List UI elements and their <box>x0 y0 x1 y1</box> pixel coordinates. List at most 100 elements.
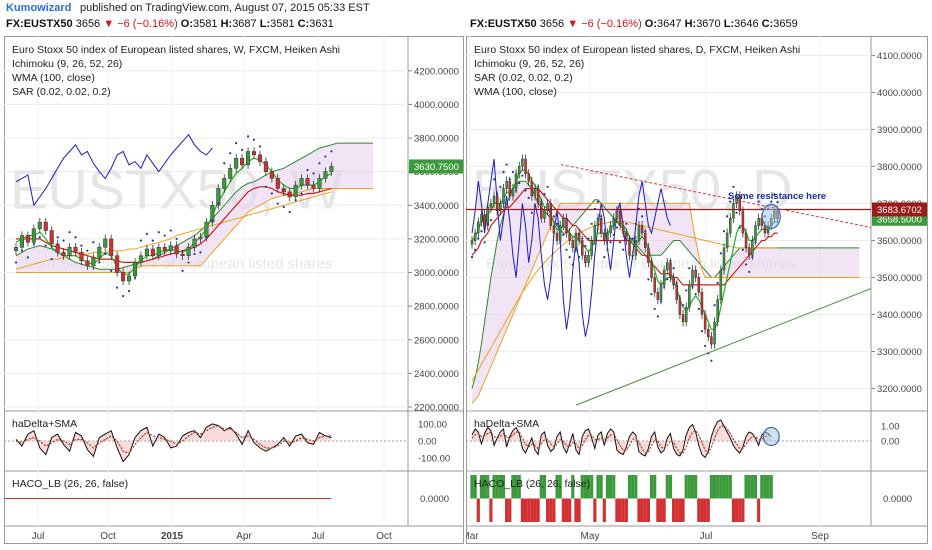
candle-body <box>543 210 546 219</box>
haco-bar <box>712 475 717 499</box>
sar-dot <box>270 192 273 195</box>
candle-body <box>486 206 489 226</box>
candle <box>631 250 634 260</box>
candle <box>637 221 641 246</box>
candle-body <box>156 247 161 256</box>
sar-dot <box>562 233 565 237</box>
candle <box>269 167 274 183</box>
haco-bar <box>546 498 550 522</box>
sar-dot <box>530 211 533 214</box>
legend-line-0: Euro Stoxx 50 index of European listed s… <box>474 44 800 56</box>
candle <box>533 184 537 201</box>
haco-bar <box>656 498 660 522</box>
author-link[interactable]: Kumowizard <box>6 2 72 14</box>
haco-bar <box>586 475 591 499</box>
candle <box>121 268 126 286</box>
haco-bar <box>505 498 509 522</box>
sar-dot <box>264 185 267 188</box>
candle-body <box>700 292 704 315</box>
candle-body <box>495 195 499 212</box>
candle-body <box>763 225 767 234</box>
sar-dot <box>596 200 600 203</box>
candle <box>109 234 114 260</box>
candle <box>688 280 691 312</box>
last-weekly: 3656 <box>75 18 101 30</box>
haco-bar <box>744 475 748 499</box>
sma-line <box>15 424 332 454</box>
candle-body <box>713 321 716 345</box>
sar-dot <box>688 267 691 270</box>
x-tick-label: Jul <box>700 531 713 542</box>
candle-body <box>317 178 322 189</box>
candle-body <box>647 247 650 263</box>
last-price-label: 3658.5000 <box>877 214 922 225</box>
resistance-badge <box>872 202 927 217</box>
indicator2-title: HACO_LB (26, 26, false) <box>12 478 128 490</box>
haco-bar <box>735 498 739 522</box>
candle <box>25 231 30 247</box>
candle <box>180 249 185 260</box>
sar-dot <box>205 236 208 239</box>
candle <box>499 198 502 216</box>
candle <box>684 302 688 327</box>
sar-dot <box>735 211 738 214</box>
candle-body <box>744 232 748 249</box>
haco-bar <box>627 475 632 499</box>
candle <box>640 221 644 238</box>
candle <box>691 265 694 290</box>
price-tick-label: 4100.0000 <box>877 51 922 62</box>
candle-body <box>31 228 36 243</box>
candle <box>555 228 559 246</box>
candle-body <box>210 205 215 223</box>
indicator1-tick-label: 0.00 <box>881 437 900 448</box>
sar-dot <box>193 252 196 256</box>
candle <box>240 154 245 170</box>
candle <box>732 198 735 223</box>
price-tick-label: 3500.0000 <box>877 273 922 284</box>
weekly-chart[interactable]: 4200.00004000.00003800.00003600.00003400… <box>4 36 464 544</box>
tenkan-line <box>471 169 778 330</box>
candle-body <box>168 245 173 251</box>
candle-body <box>299 178 304 186</box>
candle <box>508 176 512 201</box>
candle-body <box>115 255 120 273</box>
candle <box>524 154 527 179</box>
sar-dot <box>483 241 486 244</box>
sar-dot <box>691 285 694 288</box>
candle <box>495 191 499 216</box>
haco-bar <box>571 475 575 499</box>
haco-bar <box>530 498 534 522</box>
close-label-daily: C: <box>761 18 774 30</box>
haco-bar <box>690 475 695 499</box>
sar-dot <box>187 261 190 264</box>
haco-bar <box>662 498 666 522</box>
sar-dot <box>587 237 590 240</box>
sar-dot <box>489 218 492 222</box>
legend-line-0: Euro Stoxx 50 index of European listed s… <box>12 44 340 56</box>
haco-bar <box>498 475 502 499</box>
candle <box>678 295 682 320</box>
candle-body <box>473 232 477 241</box>
candle <box>546 198 549 216</box>
candle-body <box>13 247 19 251</box>
candle <box>132 258 138 281</box>
sar-dot <box>697 307 700 311</box>
candle-body <box>121 272 126 282</box>
haco-bar <box>687 475 691 499</box>
candle <box>311 180 316 193</box>
haco-bar <box>514 475 518 499</box>
change-weekly: ▼ −6 (−0.16%) <box>103 18 178 30</box>
candle <box>584 250 587 268</box>
candle-body <box>251 151 257 156</box>
daily-chart[interactable]: 4100.00004000.00003900.00003800.00003700… <box>466 36 928 544</box>
candle-body <box>91 257 96 267</box>
sar-dot <box>181 269 184 272</box>
candle <box>612 213 615 231</box>
candle-body <box>587 255 590 263</box>
candle <box>574 228 578 253</box>
candle-body <box>628 240 631 256</box>
candle-body <box>606 232 609 241</box>
candle-body <box>562 217 565 226</box>
sar-dot <box>609 241 612 244</box>
haco-bar <box>725 475 729 499</box>
